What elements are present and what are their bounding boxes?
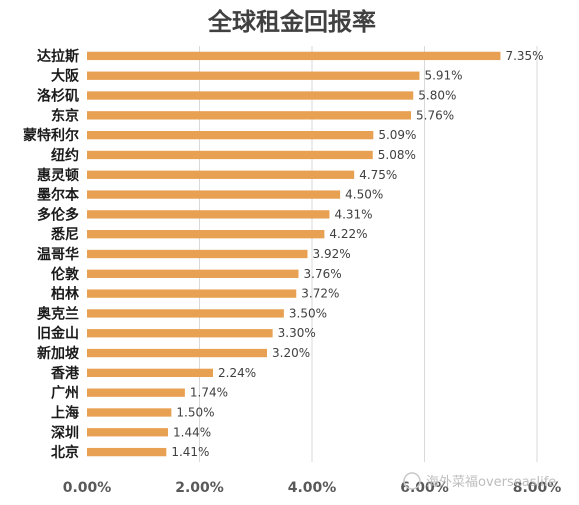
category-label: 广州: [51, 385, 79, 402]
bar: [87, 130, 374, 140]
chart-title: 全球租金回报率: [207, 8, 376, 36]
value-label: 3.50%: [289, 306, 327, 320]
category-label: 上海: [51, 404, 79, 421]
bar: [87, 388, 185, 397]
watermark-text: 海外菜福overseaslife: [426, 475, 556, 490]
bar: [87, 348, 267, 358]
value-label: 5.76%: [416, 108, 454, 122]
bar: [87, 170, 355, 179]
category-label: 温哥华: [37, 246, 79, 263]
category-label: 蒙特利尔: [23, 127, 79, 144]
category-label: 纽约: [51, 147, 79, 164]
bar: [87, 368, 213, 378]
bar: [87, 111, 411, 120]
bar: [87, 190, 341, 199]
value-labels: 7.35% 5.91% 5.80% 5.76%5.09% 5.08% 4.75% 4.50%…: [171, 49, 543, 459]
value-label: 1.44%: [173, 425, 211, 439]
bar: [87, 210, 330, 219]
bar: [87, 329, 273, 338]
bar: [87, 428, 168, 437]
x-tick-label: 4.00%: [288, 480, 337, 496]
bar: [87, 71, 420, 80]
value-label: 3.20%: [272, 346, 310, 360]
category-label: 伦敦: [51, 266, 80, 283]
bar: [87, 289, 297, 298]
value-label: 3.92%: [313, 247, 351, 261]
bar: [87, 249, 308, 259]
category-label: 北京: [51, 444, 79, 461]
category-label: 悉尼: [50, 226, 79, 243]
value-label: 1.74%: [190, 386, 228, 400]
watermark: 海外菜福overseaslife: [403, 472, 556, 490]
category-label: 墨尔本: [37, 187, 80, 204]
value-label: 3.30%: [278, 326, 316, 340]
bar: [87, 408, 172, 417]
category-label: 多伦多: [37, 206, 79, 223]
value-label: 5.91%: [424, 69, 462, 83]
value-label: 1.50%: [176, 405, 214, 419]
value-label: 4.75%: [359, 168, 397, 182]
bars: [87, 51, 501, 457]
x-tick-label: 6.00%: [400, 480, 449, 496]
bar: [87, 51, 501, 61]
category-label: 深圳: [51, 424, 79, 441]
category-label: 柏林: [51, 286, 79, 303]
category-label: 洛杉矶: [37, 88, 79, 105]
x-tick-label: 0.00%: [63, 480, 112, 496]
category-label: 香港: [50, 365, 80, 382]
bar: [87, 230, 325, 239]
bar: [87, 309, 284, 318]
category-labels: 达拉斯大阪洛杉矶东京蒙特利尔纽约惠灵顿墨尔本多伦多悉尼温哥华伦敦柏林奥克兰旧金山…: [23, 48, 80, 461]
category-label: 东京: [51, 107, 79, 124]
category-label: 奥克兰: [37, 305, 79, 322]
bar: [87, 269, 299, 278]
value-label: 1.41%: [171, 445, 209, 459]
bar: [87, 150, 373, 160]
wechat-icon: [403, 472, 421, 490]
category-label: 大阪: [51, 68, 80, 85]
bar: [87, 447, 167, 457]
x-axis-tick-labels: 0.00% 2.00% 4.00% 6.00% 8.00%: [63, 480, 562, 496]
category-label: 新加坡: [37, 345, 80, 362]
x-tick-label: 8.00%: [513, 480, 562, 496]
category-label: 惠灵顿: [37, 167, 79, 184]
value-label: 7.35%: [505, 49, 543, 63]
value-label: 4.31%: [334, 207, 372, 221]
value-label: 5.09%: [378, 128, 416, 142]
value-label: 3.72%: [301, 287, 339, 301]
value-label: 2.24%: [218, 366, 256, 380]
value-label: 5.80%: [418, 89, 456, 103]
bar: [87, 91, 414, 100]
value-label: 4.22%: [329, 227, 367, 241]
x-tick-label: 2.00%: [175, 480, 224, 496]
value-label: 5.08%: [378, 148, 416, 162]
category-label: 达拉斯: [37, 48, 79, 65]
value-label: 4.50%: [345, 188, 383, 202]
category-label: 旧金山: [37, 325, 79, 342]
value-label: 3.76%: [304, 267, 342, 281]
